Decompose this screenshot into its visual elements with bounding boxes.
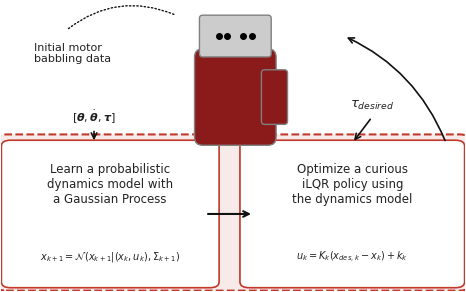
Text: Learn a probabilistic
dynamics model with
a Gaussian Process: Learn a probabilistic dynamics model wit… [47,163,173,206]
FancyBboxPatch shape [199,15,271,57]
Text: Initial motor
babbling data: Initial motor babbling data [34,43,111,64]
FancyBboxPatch shape [195,49,276,145]
Text: Optimize a curious
iLQR policy using
the dynamics model: Optimize a curious iLQR policy using the… [292,163,412,206]
FancyBboxPatch shape [0,134,466,291]
FancyBboxPatch shape [261,70,288,124]
FancyBboxPatch shape [1,140,219,288]
Text: $[\boldsymbol{\theta}, \dot{\boldsymbol{\theta}}, \boldsymbol{\tau}]$: $[\boldsymbol{\theta}, \dot{\boldsymbol{… [72,109,116,126]
Text: $\tau_{desired}$: $\tau_{desired}$ [350,99,394,112]
Text: $u_k = K_k(x_{des,k} - x_k) + k_k$: $u_k = K_k(x_{des,k} - x_k) + k_k$ [296,250,408,265]
Text: $x_{k+1} = \mathcal{N}(x_{k+1}|(x_k,u_k),\Sigma_{k+1})$: $x_{k+1} = \mathcal{N}(x_{k+1}|(x_k,u_k)… [40,251,180,265]
FancyBboxPatch shape [240,140,465,288]
